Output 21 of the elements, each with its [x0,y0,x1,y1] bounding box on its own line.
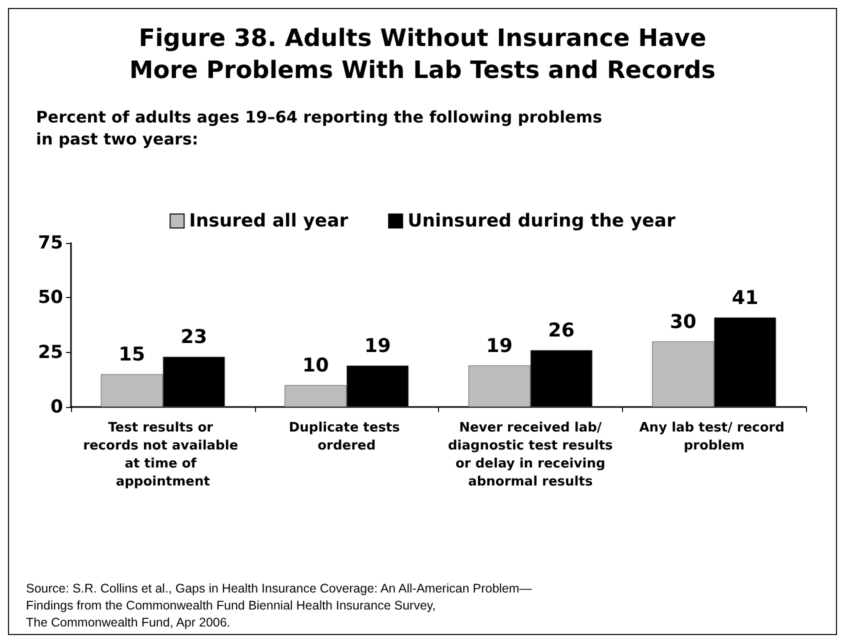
source-note: Source: S.R. Collins et al., Gaps in Health Insurance Coverage: An All-American Problem— Findings from the Commonwealth Fund Biennial Health Insurance Survey, The Commonwealth Fund, Apr 2006. [26,582,532,630]
chart-title: Figure 38. Adults Without Insurance Have More Problems With Lab Tests and Records [129,24,716,84]
data-label: 10 [302,354,329,377]
x-tick-label: Any lab test/ record problem [639,420,789,454]
data-label: 19 [364,334,391,357]
data-label: 41 [732,286,758,309]
x-tick-label: Test results or records not available at time of appointment [83,420,243,490]
legend-label: Uninsured during the year [408,210,676,232]
data-label: 15 [118,344,146,366]
chart-subtitle: Percent of adults ages 19–64 reporting the following problems in past two years: [36,108,602,148]
y-tick-label: 75 [38,232,63,254]
legend-label: Insured all year [189,210,348,232]
y-tick-label: 25 [38,342,63,363]
y-tick-label: 50 [38,287,63,308]
data-label: 30 [670,310,696,333]
data-label: 23 [180,326,208,348]
x-tick-label: Duplicate tests ordered [288,420,404,454]
data-label: 19 [486,334,513,357]
data-label: 26 [548,320,575,342]
y-tick-label: 0 [50,396,63,418]
x-tick-label: Never received lab/diagnostic test results or delay in receiving abnormal results [448,420,614,490]
